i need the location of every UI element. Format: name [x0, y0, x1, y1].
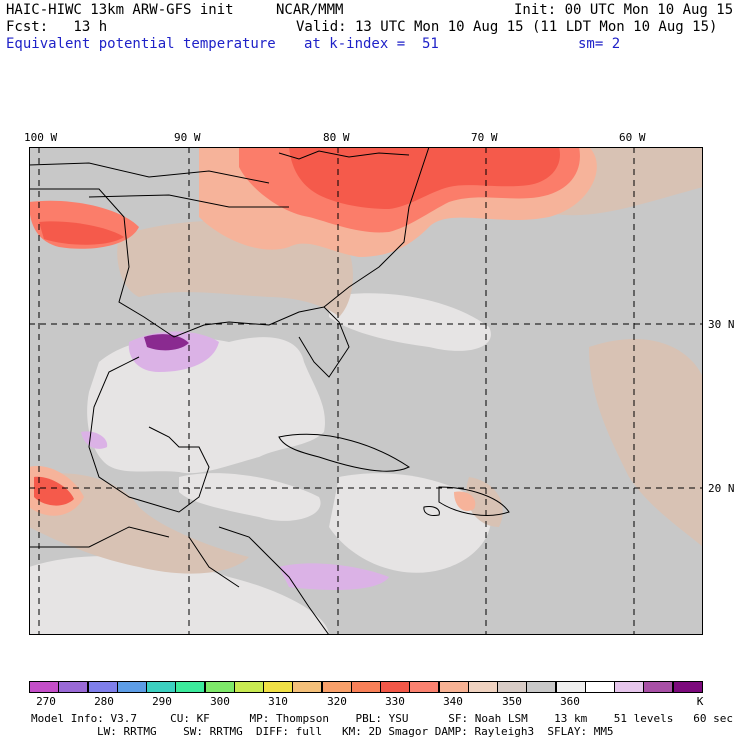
lon-label-60w: 60 W — [619, 131, 646, 144]
colorbar-swatch — [175, 681, 206, 693]
colorbar-label-330: 330 — [385, 695, 405, 708]
colorbar-swatch — [263, 681, 294, 693]
atlantic-light-area — [329, 293, 491, 351]
lat-label-30n: 30 N — [708, 318, 735, 331]
atlantic-tan-band — [589, 338, 703, 547]
colorbar-swatch — [116, 681, 147, 693]
us-red-region — [289, 147, 560, 209]
colorbar-swatch — [321, 681, 352, 693]
caribbean-west-light-area — [179, 473, 321, 521]
lon-label-90w: 90 W — [174, 131, 201, 144]
colorbar-label-320: 320 — [327, 695, 347, 708]
colorbar-swatch — [438, 681, 469, 693]
colorbar-swatch — [555, 681, 586, 693]
model-title: HAIC-HIWC 13km ARW-GFS init — [6, 2, 234, 18]
level-label: at k-index = 51 — [304, 36, 439, 52]
pacific-light-area — [29, 556, 329, 635]
purple-caribbean-patch — [279, 563, 389, 590]
map-frame — [29, 147, 703, 635]
colorbar-swatch — [467, 681, 498, 693]
colorbar-label-300: 300 — [210, 695, 230, 708]
colorbar-swatch — [146, 681, 177, 693]
mexico-tan-band — [29, 473, 249, 574]
colorbar-label-360: 360 — [560, 695, 580, 708]
agency-label: NCAR/MMM — [276, 2, 344, 18]
purple-dark-patch — [144, 334, 189, 351]
colorbar-label-290: 290 — [152, 695, 172, 708]
mexico-red — [34, 476, 74, 506]
caribbean-light-area — [329, 473, 491, 573]
colorbar-swatch — [672, 681, 703, 693]
colorbar-swatch — [204, 681, 235, 693]
colorbar-label-310: 310 — [268, 695, 288, 708]
lat-label-20n: 20 N — [708, 482, 735, 495]
texas-red — [39, 221, 124, 245]
colorbar-swatch — [614, 681, 645, 693]
colorbar-label-280: 280 — [94, 695, 114, 708]
colorbar-swatch — [584, 681, 615, 693]
colorbar-swatch — [526, 681, 557, 693]
colorbar-swatch — [350, 681, 381, 693]
field-name: Equivalent potential temperature — [6, 36, 276, 52]
colorbar-label-350: 350 — [502, 695, 522, 708]
coastlines — [29, 147, 510, 635]
smoothing-label: sm= 2 — [578, 36, 621, 52]
colorbar-label-270: 270 — [36, 695, 56, 708]
lon-label-70w: 70 W — [471, 131, 498, 144]
lon-label-80w: 80 W — [323, 131, 350, 144]
colorbar-swatch — [380, 681, 411, 693]
model-info-line-2: LW: RRTMG SW: RRTMG DIFF: full KM: 2D Sm… — [97, 725, 614, 738]
colorbar-swatch — [292, 681, 323, 693]
lon-label-100w: 100 W — [24, 131, 58, 144]
colorbar-swatch — [409, 681, 440, 693]
colorbar-swatch — [58, 681, 89, 693]
colorbar-swatch — [497, 681, 528, 693]
purple-gulf-patch — [81, 431, 108, 449]
colorbar-swatch — [643, 681, 674, 693]
model-info-line-1: Model Info: V3.7 CU: KF MP: Thompson PBL… — [31, 712, 733, 725]
colorbar-swatch — [233, 681, 264, 693]
colorbar-swatch — [29, 681, 59, 693]
hispaniola-salmon — [454, 491, 476, 512]
forecast-hour: Fcst: 13 h — [6, 19, 108, 35]
theta-e-map — [29, 147, 703, 635]
valid-time: Valid: 13 UTC Mon 10 Aug 15 (11 LDT Mon … — [296, 19, 718, 35]
init-time: Init: 00 UTC Mon 10 Aug 15 — [514, 2, 734, 18]
colorbar-swatch — [87, 681, 118, 693]
colorbar-label-340: 340 — [443, 695, 463, 708]
gulf-light-area — [87, 337, 325, 474]
graticule — [29, 147, 703, 635]
colorbar-unit: K — [696, 695, 704, 708]
